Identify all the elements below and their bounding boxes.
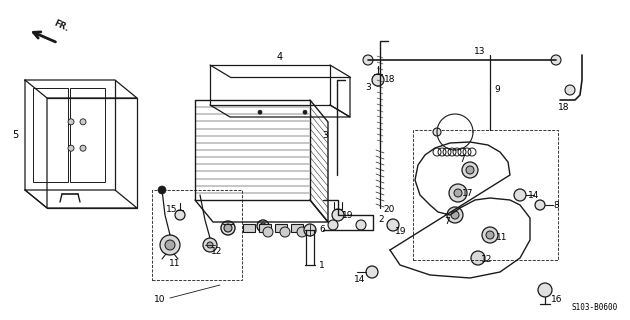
Bar <box>33 88 68 182</box>
Text: 18: 18 <box>384 75 396 84</box>
Circle shape <box>263 227 273 237</box>
Circle shape <box>258 110 262 114</box>
Text: 18: 18 <box>558 103 570 113</box>
Bar <box>291 224 303 232</box>
Circle shape <box>482 227 498 243</box>
Circle shape <box>203 238 217 252</box>
Circle shape <box>433 128 441 136</box>
Text: 3: 3 <box>322 131 328 140</box>
Text: 12: 12 <box>481 255 493 265</box>
Circle shape <box>80 145 86 151</box>
Text: 14: 14 <box>354 275 365 284</box>
Text: 14: 14 <box>529 191 540 201</box>
Text: 16: 16 <box>551 295 563 305</box>
Text: 10: 10 <box>154 295 166 305</box>
Circle shape <box>451 211 459 219</box>
Text: FR.: FR. <box>52 18 70 33</box>
Circle shape <box>297 227 307 237</box>
Circle shape <box>175 210 185 220</box>
Circle shape <box>486 231 494 239</box>
Text: 2: 2 <box>378 215 384 225</box>
Text: 20: 20 <box>383 205 394 214</box>
Text: S103-B0600: S103-B0600 <box>572 303 618 312</box>
Circle shape <box>80 119 86 125</box>
Circle shape <box>160 235 180 255</box>
Circle shape <box>68 119 74 125</box>
Bar <box>243 224 255 232</box>
Circle shape <box>207 242 213 248</box>
Circle shape <box>328 220 338 230</box>
Text: 9: 9 <box>494 85 500 94</box>
Text: 17: 17 <box>462 188 474 197</box>
Circle shape <box>535 200 545 210</box>
Circle shape <box>332 209 344 221</box>
Text: 5: 5 <box>12 130 18 140</box>
Circle shape <box>514 189 526 201</box>
Circle shape <box>224 224 232 232</box>
Text: 12: 12 <box>211 247 222 257</box>
Circle shape <box>551 55 561 65</box>
Text: 15: 15 <box>166 204 178 213</box>
Text: 7: 7 <box>444 218 450 227</box>
Circle shape <box>454 189 462 197</box>
Circle shape <box>260 223 266 229</box>
Circle shape <box>356 220 366 230</box>
Bar <box>152 190 242 280</box>
Circle shape <box>466 166 474 174</box>
Circle shape <box>304 224 316 236</box>
Text: 19: 19 <box>395 228 407 236</box>
Circle shape <box>363 55 373 65</box>
Text: 8: 8 <box>553 202 559 211</box>
Text: 3: 3 <box>365 84 371 92</box>
Text: 19: 19 <box>342 212 354 220</box>
Circle shape <box>280 227 290 237</box>
Circle shape <box>158 186 166 194</box>
Circle shape <box>221 221 235 235</box>
Circle shape <box>68 145 74 151</box>
Text: 11: 11 <box>169 259 181 268</box>
Bar <box>70 88 105 182</box>
Bar <box>259 224 271 232</box>
Circle shape <box>165 240 175 250</box>
Circle shape <box>372 74 384 86</box>
Bar <box>413 130 558 260</box>
Circle shape <box>387 219 399 231</box>
Circle shape <box>462 162 478 178</box>
Bar <box>275 224 287 232</box>
Circle shape <box>449 184 467 202</box>
Circle shape <box>447 207 463 223</box>
Text: 13: 13 <box>474 47 486 57</box>
Circle shape <box>257 220 269 232</box>
Circle shape <box>303 110 307 114</box>
Circle shape <box>538 283 552 297</box>
Text: 1: 1 <box>319 260 325 269</box>
Circle shape <box>565 85 575 95</box>
Text: 7: 7 <box>459 156 465 164</box>
Circle shape <box>366 266 378 278</box>
Text: 4: 4 <box>277 52 283 62</box>
Text: 11: 11 <box>496 233 508 242</box>
Circle shape <box>471 251 485 265</box>
Text: 6: 6 <box>319 226 325 235</box>
